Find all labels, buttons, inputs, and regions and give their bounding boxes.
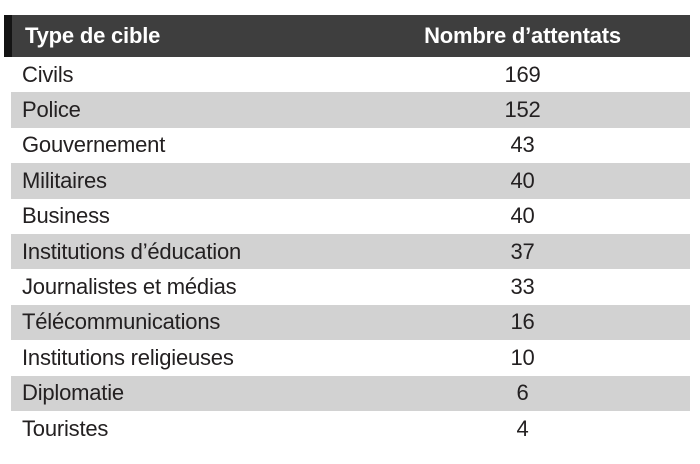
row-value: 4	[516, 415, 529, 441]
table-row: Police 152	[11, 92, 690, 128]
row-label: Business	[22, 203, 110, 229]
row-label: Télécommunications	[22, 309, 221, 335]
table-row: Diplomatie 6	[11, 375, 690, 411]
row-value: 6	[516, 380, 529, 406]
row-label: Journalistes et médias	[22, 274, 237, 300]
header-attack-count: Nombre d’attentats	[424, 23, 621, 48]
table-row: Militaires 40	[11, 163, 690, 199]
attacks-by-target-table: Type de cible Nombre d’attentats Civils …	[4, 15, 690, 447]
table-row: Journalistes et médias 33	[11, 269, 690, 305]
row-label: Militaires	[22, 167, 107, 193]
table-row: Civils 169	[11, 57, 690, 93]
row-value: 33	[510, 274, 535, 300]
table-header-row: Type de cible Nombre d’attentats	[4, 15, 690, 57]
row-label: Gouvernement	[22, 132, 166, 158]
table-row: Institutions d’éducation 37	[11, 233, 690, 270]
header-target-type: Type de cible	[25, 23, 161, 48]
table-body: Civils 169 Police 152 Gouvernement 43 Mi…	[11, 57, 690, 447]
row-label: Touristes	[22, 415, 109, 441]
row-value: 152	[504, 97, 541, 123]
table-row: Touristes 4	[11, 410, 690, 447]
row-value: 40	[510, 203, 535, 229]
row-label: Institutions religieuses	[22, 344, 234, 370]
row-label: Diplomatie	[22, 380, 124, 406]
table-row: Gouvernement 43	[11, 127, 690, 164]
row-value: 169	[504, 61, 541, 87]
table-row: Télécommunications 16	[11, 304, 690, 341]
row-label: Civils	[22, 61, 74, 87]
row-value: 37	[510, 238, 535, 264]
row-label: Institutions d’éducation	[22, 238, 242, 264]
row-value: 43	[510, 132, 535, 158]
row-value: 10	[510, 344, 535, 370]
table-row: Business 40	[11, 198, 690, 234]
row-label: Police	[22, 97, 81, 123]
row-value: 40	[510, 167, 535, 193]
table-row: Institutions religieuses 10	[11, 340, 690, 376]
row-value: 16	[510, 309, 535, 335]
